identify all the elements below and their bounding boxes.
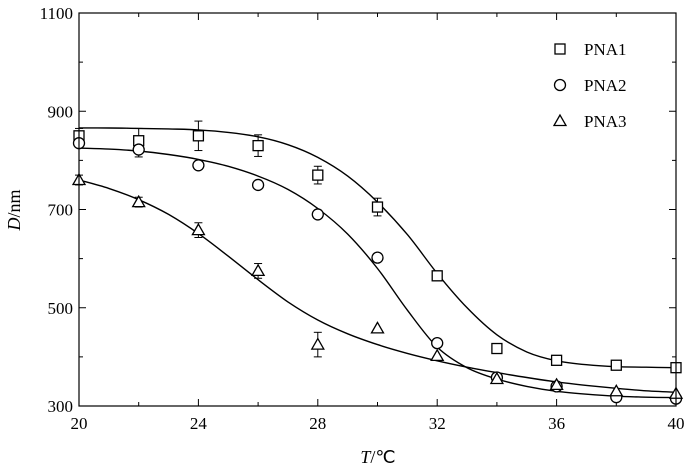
point-pna2 [251,178,265,192]
x-tick-label: 24 [190,414,208,433]
point-pna3 [191,222,206,236]
legend-label-pna2: PNA2 [584,76,627,95]
axis-ticks [78,12,677,407]
point-pna3 [609,383,624,397]
point-pna3 [430,348,445,362]
y-tick-label: 500 [48,299,74,318]
point-pna1 [491,342,503,355]
legend-marker-pna3 [552,113,568,127]
point-pna3 [250,263,266,277]
x-tick-label: 32 [429,414,446,433]
y-tick-label: 700 [48,201,74,220]
x-axis-label: T/℃ [360,447,395,467]
legend-label-pna1: PNA1 [584,40,627,59]
x-tick-label: 20 [71,414,88,433]
legend-label-pna3: PNA3 [584,112,627,131]
point-pna1 [312,169,324,181]
point-pna1 [610,359,622,371]
point-pna3 [489,371,505,385]
point-pna1 [252,139,264,152]
point-pna3 [370,321,385,334]
point-pna2 [192,159,205,172]
y-tick-label: 900 [48,102,74,121]
x-tick-labels: 20 24 28 32 36 40 [71,414,685,433]
y-axis-label: D/nm [4,189,24,231]
legend-marker-pna1 [554,43,566,55]
legend-marker-pna2 [553,78,567,92]
point-pna3 [549,377,564,391]
point-pna1 [431,270,443,282]
point-pna3 [310,337,325,350]
point-pna1 [192,130,205,142]
fit-curve-pna2 [78,147,677,399]
point-pna2 [431,336,444,350]
point-pna2 [311,208,324,221]
fit-curve-pna3 [78,179,677,393]
point-pna1 [550,354,563,366]
legend: PNA1 PNA2 PNA3 [552,40,627,131]
x-tick-label: 28 [309,414,326,433]
x-tick-label: 36 [548,414,565,433]
y-tick-label: 300 [48,397,74,416]
y-tick-labels: 300 500 700 900 1100 [40,4,73,416]
point-pna1 [371,201,384,213]
point-pna3 [131,194,146,208]
x-tick-label: 40 [668,414,685,433]
point-pna2 [132,143,145,156]
y-tick-label: 1100 [40,4,73,23]
point-pna2 [371,251,384,264]
